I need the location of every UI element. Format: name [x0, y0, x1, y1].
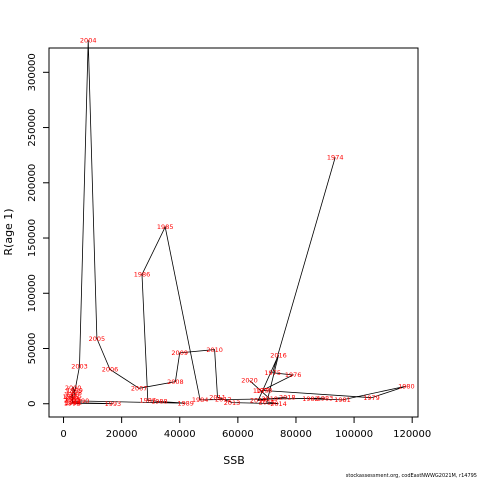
y-tick-label: 100000 — [27, 274, 38, 312]
year-label-1982: 1982 — [302, 395, 319, 403]
year-label-2001: 2001 — [64, 397, 81, 405]
x-tick-label: 120000 — [393, 429, 431, 440]
recruitment-trajectory — [70, 40, 407, 405]
year-label-2014: 2014 — [270, 400, 287, 408]
year-label-2003: 2003 — [71, 362, 88, 370]
year-label-1974: 1974 — [327, 154, 344, 162]
year-label-2008: 2008 — [167, 378, 184, 386]
year-label-2011: 2011 — [209, 393, 226, 401]
year-label-2020: 2020 — [241, 377, 258, 385]
year-label-1977: 1977 — [253, 387, 270, 395]
year-label-2002: 2002 — [65, 394, 82, 402]
year-label-1976: 1976 — [285, 371, 302, 379]
x-axis: 0 20000 40000 60000 80000 100000 120000 — [60, 416, 431, 440]
year-label-1994: 1994 — [64, 399, 81, 407]
year-label-1988: 1988 — [151, 398, 168, 406]
year-label-1979: 1979 — [363, 394, 380, 402]
year-label-2006: 2006 — [102, 366, 119, 374]
y-tick-label: 50000 — [27, 333, 38, 365]
year-label-2012: 2012 — [215, 396, 232, 404]
year-label-1986: 1986 — [134, 271, 151, 279]
year-label-1985: 1985 — [157, 223, 174, 231]
y-axis: 0 50000 100000 150000 200000 250000 300000 — [27, 53, 50, 407]
year-label-2017: 2017 — [250, 397, 267, 405]
year-label-1997: 1997 — [64, 391, 81, 399]
x-axis-title: SSB — [223, 454, 245, 467]
x-tick-label: 80000 — [280, 429, 312, 440]
year-label-2005: 2005 — [89, 335, 106, 343]
year-label-2004: 2004 — [80, 37, 97, 45]
x-tick-label: 40000 — [164, 429, 196, 440]
x-tick-label: 20000 — [106, 429, 138, 440]
x-tick-label: 60000 — [222, 429, 254, 440]
year-label-1990: 1990 — [73, 397, 90, 405]
year-label-1996: 1996 — [63, 393, 80, 401]
year-label-1998: 1998 — [65, 389, 82, 397]
y-tick-label: 150000 — [27, 219, 38, 257]
year-label-1980: 1980 — [398, 382, 415, 390]
y-tick-label: 0 — [27, 401, 38, 407]
year-label-1993: 1993 — [105, 400, 122, 408]
year-label-1978: 1978 — [256, 387, 273, 395]
year-label-2009: 2009 — [171, 349, 188, 357]
year-label-2016: 2016 — [270, 351, 287, 359]
x-tick-label: 0 — [60, 429, 66, 440]
year-label-2007: 2007 — [131, 385, 148, 393]
y-tick-label: 250000 — [27, 108, 38, 146]
year-label-2018: 2018 — [279, 393, 296, 401]
year-label-1991: 1991 — [65, 398, 82, 406]
y-tick-label: 300000 — [27, 53, 38, 91]
year-label-1981: 1981 — [334, 396, 351, 404]
y-tick-label: 200000 — [27, 164, 38, 202]
year-label-1989: 1989 — [177, 399, 194, 407]
year-label-1987: 1987 — [140, 397, 157, 405]
year-label-1984: 1984 — [192, 396, 209, 404]
year-label-1995: 1995 — [65, 396, 82, 404]
x-tick-label: 100000 — [335, 429, 373, 440]
year-label-2015: 2015 — [259, 398, 276, 406]
year-label-1975: 1975 — [264, 369, 281, 377]
year-label-1983: 1983 — [317, 394, 334, 402]
year-label-2010: 2010 — [206, 346, 223, 354]
footer-credit: stockassessment.org, codEastNWWG2021M, r… — [345, 473, 477, 479]
year-label-1992: 1992 — [64, 399, 81, 407]
year-label-2013: 2013 — [224, 399, 241, 407]
y-axis-title: R(age 1) — [2, 208, 15, 255]
year-label-1999: 1999 — [66, 387, 83, 395]
trajectory-line — [70, 40, 407, 405]
year-label-2019: 2019 — [262, 395, 279, 403]
year-label-2000: 2000 — [65, 384, 82, 392]
